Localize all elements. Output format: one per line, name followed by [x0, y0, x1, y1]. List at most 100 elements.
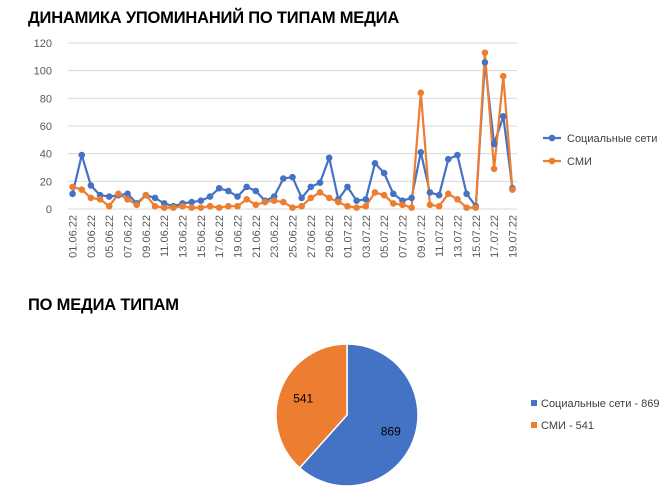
data-point-media	[225, 202, 232, 210]
data-point-media	[124, 196, 131, 203]
pie-legend-marker-social	[531, 400, 537, 406]
series-line-social	[71, 61, 514, 208]
data-point-media	[490, 165, 498, 173]
x-tick-label: 13.06.22	[178, 215, 190, 258]
data-point-social	[78, 151, 86, 159]
data-point-media	[78, 186, 86, 193]
data-point-media	[270, 197, 278, 204]
data-point-social	[490, 140, 498, 148]
pie-legend-marker-media	[531, 422, 537, 428]
data-point-media	[335, 198, 342, 206]
x-tick-label: 01.07.22	[342, 215, 354, 258]
pie-slice-social	[298, 343, 419, 487]
x-tick-label: 09.06.22	[141, 215, 153, 258]
data-point-media	[316, 189, 324, 196]
data-point-media	[371, 189, 379, 196]
data-point-social	[481, 59, 489, 66]
data-point-media	[280, 198, 287, 206]
data-point-media	[472, 204, 480, 211]
data-point-media	[307, 194, 315, 202]
data-point-media	[243, 196, 250, 203]
x-tick-label: 05.07.22	[379, 215, 391, 258]
pie-data-label-media: 541	[293, 391, 313, 405]
data-point-social	[188, 198, 196, 206]
data-point-social	[252, 187, 260, 195]
data-point-social	[105, 193, 113, 200]
data-point-social	[280, 175, 287, 182]
data-point-media	[115, 190, 122, 198]
x-tick-label: 15.06.22	[196, 215, 208, 258]
data-point-media	[417, 89, 425, 97]
data-point-media	[389, 200, 397, 207]
pie-slice-media	[275, 343, 348, 469]
data-point-media	[298, 202, 305, 210]
legend-marker-media	[548, 157, 556, 165]
data-point-media	[509, 186, 516, 193]
data-point-media	[69, 183, 76, 191]
data-point-media	[252, 201, 260, 209]
pie-data-label-social: 869	[381, 425, 401, 439]
data-point-media	[362, 202, 370, 210]
data-point-social	[380, 169, 388, 177]
pie-legend-label-social: Социальные сети - 869	[541, 398, 660, 410]
legend-marker-social	[548, 134, 556, 142]
x-tick-label: 17.06.22	[214, 215, 226, 258]
data-point-social	[69, 190, 76, 198]
data-point-social	[234, 193, 241, 200]
data-point-social	[243, 183, 250, 191]
data-point-media	[289, 204, 296, 211]
data-point-media	[96, 196, 104, 203]
series-line-media	[72, 51, 514, 209]
data-point-social	[87, 182, 95, 189]
data-point-media	[87, 194, 95, 202]
data-point-social	[435, 191, 443, 199]
x-tick-label: 19.06.22	[233, 215, 245, 258]
y-tick-label: 20	[40, 176, 52, 188]
data-point-media	[444, 190, 452, 198]
data-point-social	[371, 160, 379, 167]
data-point-social	[463, 190, 470, 198]
data-point-social	[499, 113, 507, 120]
x-tick-label: 25.06.22	[288, 215, 300, 258]
data-point-media	[151, 202, 159, 210]
x-tick-label: 03.07.22	[361, 215, 373, 258]
x-tick-label: 11.07.22	[434, 215, 446, 257]
x-tick-label: 07.06.22	[123, 215, 135, 258]
data-point-media	[380, 191, 388, 199]
x-tick-label: 07.07.22	[397, 215, 409, 258]
data-point-social	[316, 179, 324, 187]
data-point-media	[454, 196, 461, 203]
data-point-media	[426, 201, 434, 209]
x-tick-label: 27.06.22	[306, 215, 318, 258]
data-point-social	[325, 154, 333, 162]
data-point-social	[408, 194, 415, 202]
x-tick-label: 23.06.22	[269, 215, 281, 258]
data-point-social	[353, 197, 360, 204]
data-point-media	[234, 202, 241, 210]
data-point-media	[353, 204, 360, 211]
y-tick-label: 120	[34, 38, 52, 50]
y-tick-label: 100	[34, 66, 52, 78]
pie-legend-label-media: СМИ - 541	[541, 420, 594, 432]
data-point-social	[344, 183, 351, 191]
x-tick-label: 29.06.22	[324, 215, 336, 258]
data-point-media	[463, 204, 470, 211]
data-point-social	[417, 148, 425, 156]
data-point-media	[142, 191, 150, 199]
data-point-media	[325, 194, 333, 202]
data-point-media	[160, 204, 168, 211]
data-point-media	[215, 204, 223, 211]
data-point-social	[151, 194, 159, 202]
data-point-media	[170, 204, 177, 211]
x-tick-label: 15.07.22	[471, 215, 483, 258]
data-point-social	[444, 155, 452, 163]
data-point-media	[206, 202, 214, 210]
data-point-social	[426, 189, 434, 196]
data-point-media	[435, 202, 443, 210]
data-point-social	[307, 183, 315, 191]
line-chart-title: ДИНАМИКА УПОМИНАНИЙ ПО ТИПАМ МЕДИА	[28, 9, 400, 27]
data-point-media	[408, 204, 415, 211]
y-tick-label: 0	[46, 204, 52, 216]
data-point-media	[188, 204, 196, 211]
data-point-social	[124, 190, 131, 198]
